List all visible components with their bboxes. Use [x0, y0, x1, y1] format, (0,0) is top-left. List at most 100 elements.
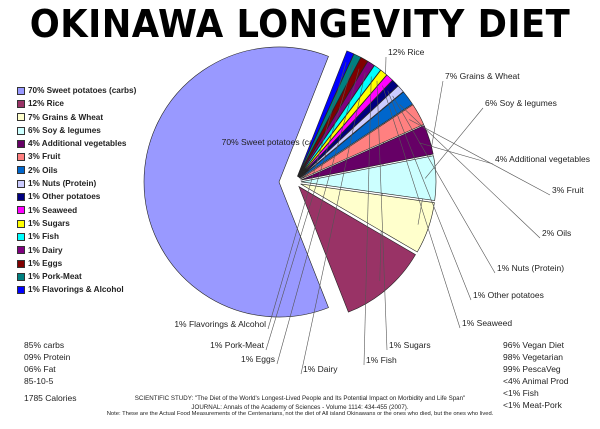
legend-label: 1% Nuts (Protein)	[28, 179, 97, 189]
macros-block: 85% carbs 09% Protein 06% Fat 85-10-5	[24, 339, 70, 387]
legend-item: 1% Eggs	[17, 257, 136, 270]
leader-line	[387, 90, 472, 301]
legend-item: 4% Additional vegetables	[17, 137, 136, 150]
leader-line	[409, 119, 551, 196]
leader-line	[300, 72, 366, 375]
legend-item: 1% Seaweed	[17, 204, 136, 217]
pie-slice	[300, 104, 425, 180]
leader-line	[399, 104, 541, 239]
legend-label: 1% Fish	[28, 232, 59, 242]
slice-label: 1% Seaweed	[462, 318, 512, 328]
pie-slice	[297, 53, 362, 177]
diet-stat: 98% Vegetarian	[503, 352, 564, 362]
legend-label: 70% Sweet potatoes (carbs)	[28, 86, 137, 95]
slice-label: 7% Grains & Wheat	[445, 71, 520, 81]
legend-label: 1% Dairy	[28, 245, 63, 255]
calories-text: 1785 Calories	[24, 393, 77, 403]
legend-swatch	[17, 232, 25, 241]
legend-label: 1% Sugars	[28, 218, 70, 228]
pie-slice	[298, 65, 381, 178]
legend-swatch	[17, 286, 25, 295]
pie-slice	[298, 74, 393, 178]
legend-label: 1% Pork-Meat	[28, 272, 82, 282]
diet-stat: <1% Meat-Pork	[503, 400, 562, 410]
legend-swatch	[17, 126, 25, 135]
slice-label: 1% Flavorings & Alcohol	[174, 319, 266, 329]
legend-swatch	[17, 206, 25, 215]
slice-label: 2% Oils	[542, 228, 571, 238]
legend-item: 3% Fruit	[17, 150, 136, 163]
leader-line	[419, 142, 494, 165]
legend-swatch	[17, 113, 25, 122]
legend-label: 1% Seaweed	[28, 205, 78, 215]
leader-line	[376, 80, 388, 351]
chart-title: OKINAWA LONGEVITY DIET	[29, 2, 571, 46]
legend-label: 3% Fruit	[28, 152, 61, 162]
slice-label: 3% Fruit	[552, 185, 584, 195]
legend-item: 1% Flavorings & Alcohol	[17, 283, 136, 296]
slice-label: 6% Soy & legumes	[485, 98, 557, 108]
pie-slice	[297, 50, 355, 177]
diet-stat: <1% Fish	[503, 388, 539, 398]
leader-line	[276, 68, 360, 365]
legend-item: 1% Pork-Meat	[17, 270, 136, 283]
legend-item: 1% Sugars	[17, 217, 136, 230]
slice-label: 1% Dairy	[303, 364, 338, 374]
leader-line	[267, 62, 347, 330]
legend-swatch	[17, 246, 25, 255]
pie-slice	[298, 69, 388, 178]
study-citation: SCIENTIFIC STUDY: "The Diet of the World…	[80, 394, 520, 412]
legend-label: 12% Rice	[28, 99, 64, 109]
pie-slice	[300, 125, 434, 181]
slice-label: 1% Nuts (Protein)	[497, 263, 564, 273]
legend-item: 1% Fish	[17, 230, 136, 243]
legend-label: 7% Grains & Wheat	[28, 112, 104, 122]
legend-item: 1% Other potatoes	[17, 190, 136, 203]
macro-carbs: 85% carbs	[24, 340, 65, 350]
diet-stats-block: 96% Vegan Diet 98% Vegetarian 99% PescaV…	[503, 339, 568, 411]
leader-line	[265, 65, 353, 351]
pie-slice	[298, 185, 416, 313]
legend-item: 6% Soy & legumes	[17, 124, 136, 137]
diet-stat: 99% PescaVeg	[503, 364, 561, 374]
leader-line	[382, 85, 461, 329]
legend-swatch	[17, 179, 25, 188]
legend-item: 1% Nuts (Protein)	[17, 177, 136, 190]
macro-fat: 06% Fat	[24, 364, 56, 374]
legend-swatch	[17, 219, 25, 228]
diet-stat: <4% Animal Prod	[503, 376, 569, 386]
legend-item: 12% Rice	[17, 97, 136, 110]
legend-item: 1% Dairy	[17, 244, 136, 257]
leader-line	[392, 95, 496, 274]
slice-label: 1% Sugars	[389, 340, 431, 350]
legend-swatch	[17, 99, 25, 108]
slice-label: 1% Eggs	[241, 354, 275, 364]
legend-label: 2% Oils	[28, 165, 58, 175]
legend-label: 1% Other potatoes	[28, 192, 101, 202]
legend-label: 6% Soy & legumes	[28, 125, 101, 135]
legend-swatch	[17, 153, 25, 162]
leader-line	[363, 76, 372, 366]
pie-slice	[299, 91, 413, 179]
pie-slice	[299, 79, 399, 179]
legend-item: 7% Grains & Wheat	[17, 111, 136, 124]
legend-swatch	[17, 86, 25, 95]
legend-item: 2% Oils	[17, 164, 136, 177]
macro-ratio: 85-10-5	[24, 376, 54, 386]
slice-label: 1% Fish	[366, 355, 397, 365]
pie-slice	[297, 57, 369, 177]
slice-label: 1% Pork-Meat	[210, 340, 264, 350]
legend-swatch	[17, 139, 25, 148]
diet-stat: 96% Vegan Diet	[503, 340, 564, 350]
leader-line	[424, 107, 484, 179]
legend-swatch	[17, 166, 25, 175]
slice-label: 4% Additional vegetables	[495, 154, 590, 164]
slice-label: 70% Sweet potatoes (carbs)	[222, 137, 329, 147]
legend-swatch	[17, 259, 25, 268]
journal-reference: JOURNAL: Annals of the Academy of Scienc…	[191, 404, 409, 411]
study-title: SCIENTIFIC STUDY: "The Diet of the World…	[134, 395, 466, 402]
legend-label: 1% Eggs	[28, 258, 63, 268]
footnote: Note: These are the Actual Food Measurem…	[106, 411, 494, 417]
legend-swatch	[17, 272, 25, 281]
